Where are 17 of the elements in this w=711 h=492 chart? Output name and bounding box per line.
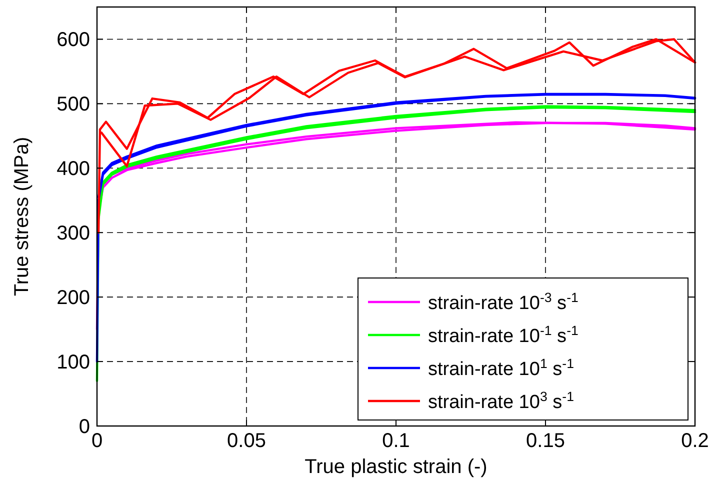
y-axis-title: True stress (MPa) (11, 136, 33, 296)
x-tick-label: 0.1 (382, 430, 410, 452)
legend-label: strain-rate 10$^{-3}$ s$^{-1}$ (428, 290, 578, 314)
x-tick-label: 0.15 (526, 430, 565, 452)
y-tick-label: 0 (78, 416, 90, 438)
y-tick-label: 600 (56, 29, 90, 52)
x-axis-title: True plastic strain (-) (304, 456, 488, 478)
y-tick-label: 100 (56, 352, 90, 374)
legend-label: strain-rate 10$^{-1}$ s$^{-1}$ (428, 322, 578, 347)
y-tick-label: 200 (56, 287, 90, 310)
legend-label: strain-rate 10$^{3}$ s$^{-1}$ (428, 388, 574, 413)
x-tick-label: 0.2 (681, 430, 709, 452)
y-tick-label: 400 (56, 158, 90, 180)
legend-label: strain-rate 10$^{1}$ s$^{-1}$ (428, 356, 574, 380)
y-tick-label: 500 (56, 94, 90, 116)
x-tick-label: 0.05 (227, 430, 266, 452)
y-tick-label: 300 (56, 222, 90, 245)
